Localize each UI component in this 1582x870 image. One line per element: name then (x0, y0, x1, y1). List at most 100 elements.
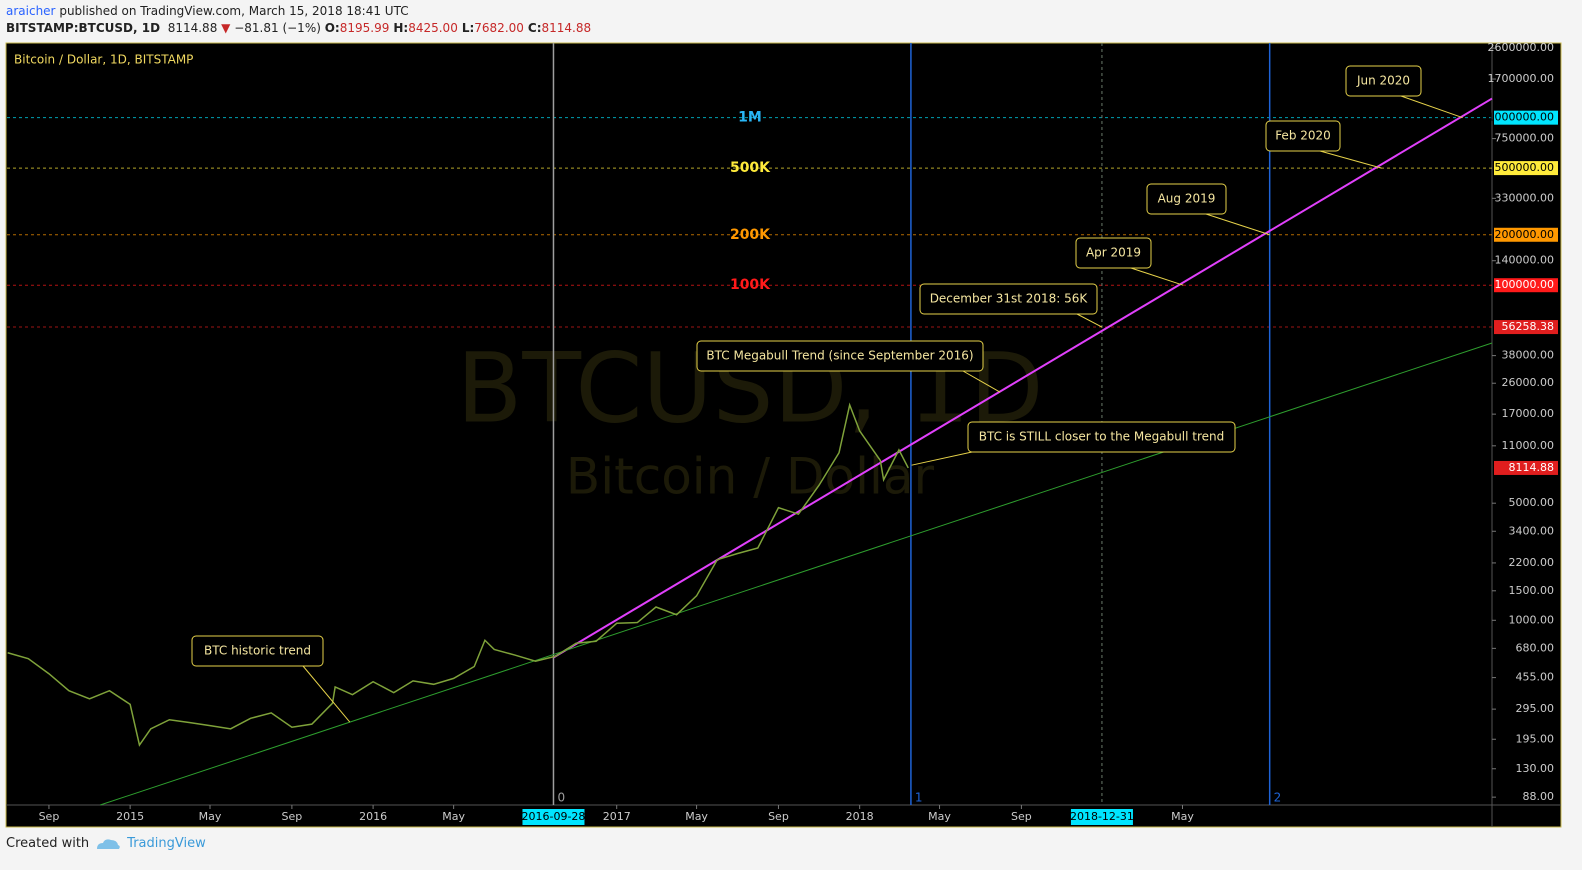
x-tick-label: 2015 (116, 810, 144, 823)
arrow: ▼ (221, 21, 231, 35)
level-label: 8114.88 (1509, 461, 1555, 474)
level-label: 56258.38 (1502, 320, 1555, 333)
y-tick-label: 5000.00 (1509, 496, 1555, 509)
level-text: 200K (730, 227, 771, 243)
level-text: 500K (730, 160, 771, 176)
symbol-line: BITSTAMP:BTCUSD, 1D 8114.88 ▼ −81.81 (−1… (6, 21, 595, 35)
change: −81.81 (−1%) (234, 21, 321, 35)
ohlc-value: 7682.00 (474, 21, 524, 35)
callout-text: Jun 2020 (1356, 74, 1410, 88)
watermark: Bitcoin / Dollar (566, 448, 935, 506)
created-with: Created with (6, 836, 90, 851)
callout-pointer (1205, 213, 1270, 236)
watermark: BTCUSD, 1D (456, 332, 1043, 444)
author[interactable]: araicher (6, 4, 56, 18)
y-tick-label: 330000.00 (1495, 191, 1555, 204)
ohlc-label: O: (324, 21, 340, 35)
ohlc-value: 8114.88 (541, 21, 592, 35)
time-line-label: 2 (1274, 791, 1282, 805)
y-tick-label: 295.00 (1516, 702, 1555, 715)
y-tick-label: 455.00 (1516, 671, 1555, 684)
x-tick-label: May (442, 810, 465, 823)
x-tick-label: Sep (282, 810, 303, 823)
last-price: 8114.88 (167, 21, 218, 35)
callout-box (1265, 120, 1341, 152)
callout-text: BTC Megabull Trend (since September 2016… (706, 349, 973, 363)
ohlc-value: 8195.99 (339, 21, 390, 35)
x-tick-label: Sep (768, 810, 789, 823)
x-tick-label: May (1171, 810, 1194, 823)
logo (97, 838, 120, 849)
callout-text: BTC historic trend (204, 644, 311, 658)
level-label: 100000.00 (1495, 278, 1555, 291)
x-tick-label: 2018 (846, 810, 874, 823)
footer: Created with TradingView (6, 836, 206, 851)
y-tick-label: 2600000.00 (1488, 41, 1554, 54)
x-tick-label: May (199, 810, 222, 823)
level-label-bg (1494, 320, 1558, 335)
header-line: araicher published on TradingView.com, M… (6, 4, 409, 18)
ohlc: O:8195.99 H:8425.00 L:7682.00 C:8114.88 (325, 21, 595, 35)
chart-background (5, 42, 1562, 828)
level-label: 1000000.00 (1488, 111, 1554, 124)
callout-text: Aug 2019 (1158, 192, 1216, 206)
time-line-label: 1 (915, 791, 923, 805)
callout-box (967, 421, 1236, 453)
time-axis-label: 2016-09-28 (522, 810, 586, 823)
callout-pointer (302, 665, 351, 723)
x-tick-label: 2016 (359, 810, 387, 823)
callout-text: BTC is STILL closer to the Megabull tren… (979, 430, 1225, 444)
y-tick-label: 38000.00 (1502, 349, 1555, 362)
level-label-bg (1494, 161, 1558, 176)
callout-box (191, 635, 324, 667)
x-tick-label: 2017 (603, 810, 631, 823)
x-tick-label: Sep (39, 810, 60, 823)
y-tick-label: 2200.00 (1509, 556, 1555, 569)
symbol: BITSTAMP:BTCUSD, 1D (6, 21, 161, 35)
callout-text: Apr 2019 (1086, 246, 1141, 260)
ohlc-label: L: (461, 21, 475, 35)
callout-box (1075, 237, 1152, 269)
callout-box (1345, 65, 1422, 97)
price-line (7, 402, 909, 747)
y-tick-label: 1000.00 (1509, 613, 1555, 626)
brand[interactable]: TradingView (127, 836, 206, 851)
published: published on TradingView.com, March 15, … (59, 4, 409, 18)
level-label: 200000.00 (1495, 228, 1555, 241)
callout-pointer (962, 370, 1001, 393)
time-line-label: 0 (557, 791, 565, 805)
callout-pointer (1130, 267, 1184, 286)
callout-text: Feb 2020 (1275, 129, 1331, 143)
y-tick-label: 17000.00 (1502, 407, 1555, 420)
ohlc-label: C: (527, 21, 542, 35)
y-tick-label: 750000.00 (1495, 132, 1555, 145)
y-tick-label: 195.00 (1516, 732, 1555, 745)
x-tick-label: May (685, 810, 708, 823)
x-tick-label: Sep (1011, 810, 1032, 823)
level-label-bg (1494, 110, 1558, 125)
level-label: 500000.00 (1495, 161, 1555, 174)
y-tick-label: 3400.00 (1509, 524, 1555, 537)
callout-text: December 31st 2018: 56K (930, 292, 1089, 306)
callout-box (1146, 183, 1227, 215)
y-tick-label: 140000.00 (1495, 254, 1555, 267)
callout-pointer (1319, 150, 1382, 169)
level-text: 100K (730, 277, 771, 293)
y-tick-label: 1500.00 (1509, 584, 1555, 597)
time-axis-label-bg (522, 809, 585, 825)
level-text: 1M (738, 110, 762, 126)
level-label-bg (1494, 278, 1558, 293)
callout-pointer (911, 451, 973, 466)
ohlc-value: 8425.00 (408, 21, 458, 35)
chart-title: Bitcoin / Dollar, 1D, BITSTAMP (14, 53, 193, 67)
level-label-bg (1494, 227, 1558, 242)
trendline (552, 97, 1493, 659)
y-tick-label: 88.00 (1523, 790, 1555, 803)
y-tick-label: 26000.00 (1502, 376, 1555, 389)
level-label-bg (1494, 460, 1558, 475)
y-tick-label: 130.00 (1516, 762, 1555, 775)
callout-pointer (1076, 313, 1103, 328)
y-tick-label: 1700000.00 (1488, 72, 1554, 85)
callout-box (919, 283, 1098, 315)
